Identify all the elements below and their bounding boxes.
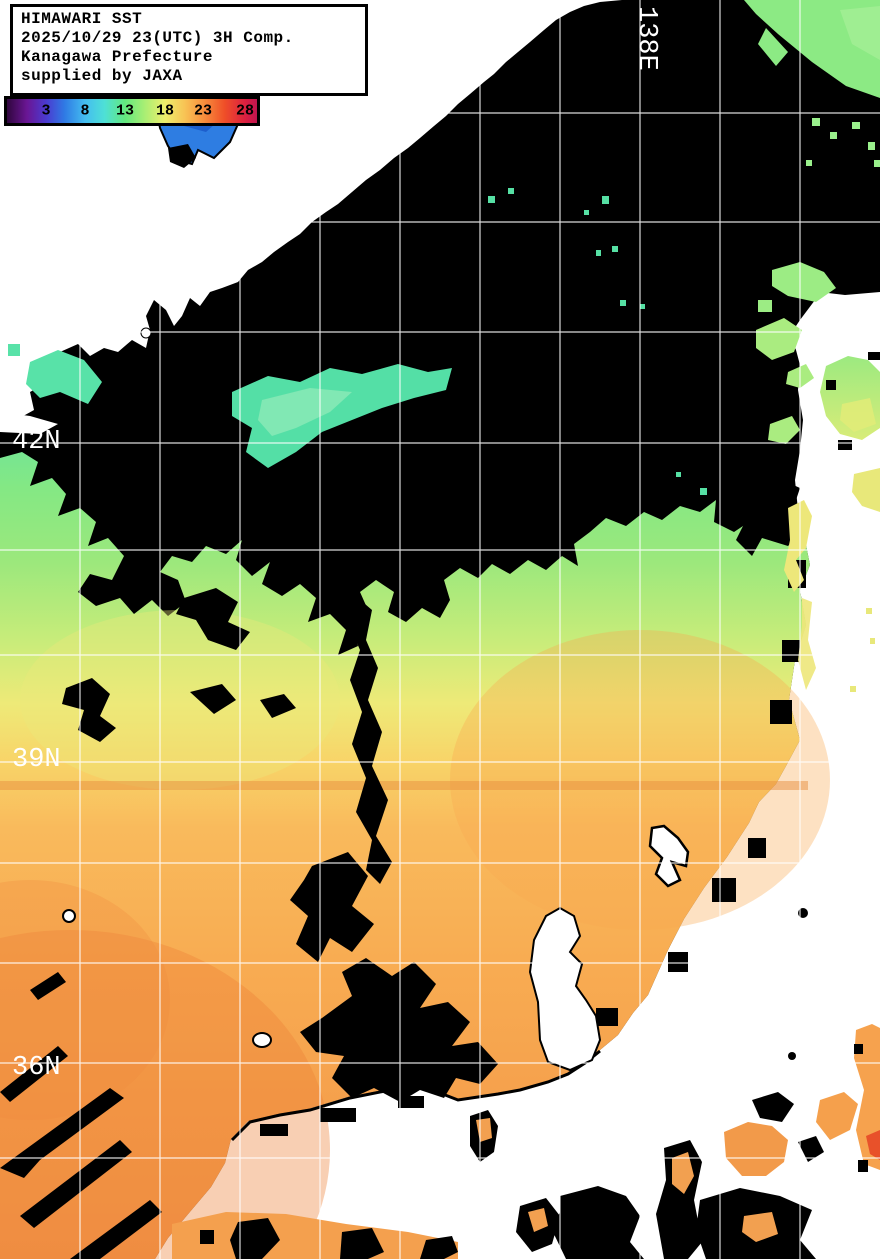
green-patch-tsugaru-a	[772, 262, 836, 302]
yellow-coast-strip-b	[798, 598, 816, 690]
cloud-central-streak	[348, 598, 392, 884]
kuroshio-red-core	[866, 1130, 880, 1160]
north-green-patches	[8, 0, 880, 495]
green-speckles-ne	[806, 118, 880, 167]
colorbar-tick-28: 28	[235, 102, 255, 120]
colorbar-tick-3: 3	[41, 102, 51, 120]
cloud-coast-fringe-south	[230, 1049, 601, 1142]
colorbar-tick-18: 18	[155, 102, 175, 120]
cloud-speck-row-a	[190, 684, 236, 714]
noto-peninsula	[528, 906, 602, 1072]
green-dangler	[758, 28, 788, 66]
south-coast-orange-patch	[742, 1212, 778, 1242]
teal-streak-north	[232, 364, 452, 468]
dark-orange-front-band	[0, 781, 808, 790]
colorbar-tick-8: 8	[80, 102, 90, 120]
seto-cloud-b	[340, 1228, 384, 1259]
sst-colorbar: 3 8 13 18 23 28	[4, 96, 260, 126]
cloud-streak-sw3	[20, 1140, 132, 1228]
cloud-streak-sw4	[70, 1200, 162, 1259]
yellow-pacific-patch	[852, 468, 880, 512]
ulleungdo-island	[62, 909, 76, 923]
sst-gradient-field	[0, 452, 810, 1259]
colorbar-tick-13: 13	[115, 102, 135, 120]
cloud-streak-sw1	[0, 1046, 68, 1102]
islands	[0, 327, 690, 1072]
cloud-kanto-b	[798, 1136, 824, 1162]
green-speckles	[488, 188, 707, 495]
seto-cloud-a	[230, 1218, 280, 1259]
cloud-finger-b	[62, 678, 116, 742]
title-box: HIMAWARI SST 2025/10/29 23(UTC) 3H Comp.…	[10, 4, 368, 96]
coastal-white-spit	[0, 412, 58, 434]
yellow-coast-strip-a	[784, 500, 812, 592]
cloud-speck-row-b	[260, 694, 296, 718]
cloud-coastal-ne	[734, 478, 806, 556]
cloud-streak-sw2	[0, 1088, 124, 1178]
cloud-blob-mid	[290, 852, 374, 962]
small-white-islet	[140, 327, 152, 339]
teal-streak-core	[258, 388, 352, 436]
lat-label-36n: 36N	[12, 1053, 61, 1083]
seto-inland-sea	[172, 1212, 458, 1259]
green-patch-tsugaru-b	[756, 318, 802, 360]
bay-black-tip	[168, 144, 196, 168]
lon-label-138e: 138E	[631, 6, 661, 71]
cloud-finger-a	[176, 588, 250, 650]
lat-label-39n: 39N	[12, 745, 61, 775]
cloud-kanto-a	[752, 1092, 794, 1122]
ise-bay-orange	[528, 1208, 548, 1232]
title-line-region: Kanagawa Prefecture	[21, 48, 213, 66]
cloud-streak-sw5	[30, 972, 66, 1000]
seto-cloud-c	[420, 1236, 458, 1259]
colorbar-tick-23: 23	[193, 102, 213, 120]
grid-labels: 42N 39N 36N 138E	[12, 6, 661, 1083]
green-patch-tsugaru-d	[768, 416, 800, 444]
title-line-datetime: 2025/10/29 23(UTC) 3H Comp.	[21, 29, 294, 47]
boso-coast-orange	[816, 1092, 858, 1140]
green-corner-light	[840, 6, 880, 60]
tokyo-bay-orange	[724, 1122, 788, 1176]
title-line-product: HIMAWARI SST	[21, 10, 143, 28]
cloud-mass-bottom-center	[300, 958, 498, 1102]
mutsu-bay-yellow-core	[840, 398, 876, 432]
sado-island	[648, 824, 690, 888]
oki-islands	[252, 1032, 272, 1048]
lat-label-42n: 42N	[12, 427, 61, 457]
title-line-credit: supplied by JAXA	[21, 67, 183, 85]
cloud-patches	[0, 478, 806, 1259]
south-coast-cloud-west	[552, 1186, 644, 1259]
pacific-coast-waters	[172, 352, 880, 1259]
teal-coast-patch	[26, 350, 102, 404]
suruga-bay-orange	[672, 1152, 694, 1194]
